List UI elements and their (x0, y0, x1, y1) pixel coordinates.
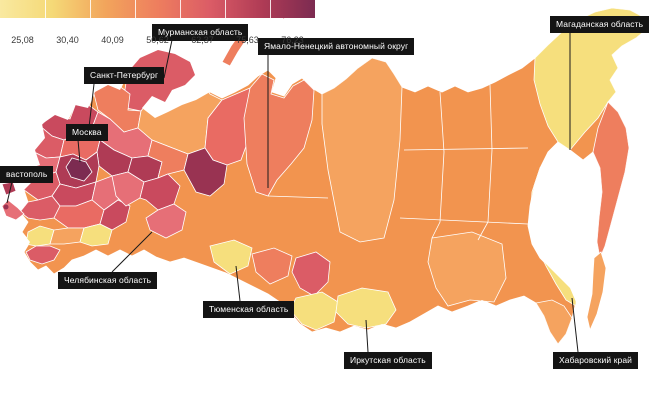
region-irkutsk[interactable] (335, 287, 397, 329)
legend-tick-mark (135, 0, 136, 18)
legend-tick-value: 62,37 (191, 35, 214, 45)
map-label-sevastopol: вастополь (0, 166, 54, 183)
region-kalmykia[interactable] (79, 223, 113, 247)
legend-tick-mark (90, 0, 91, 18)
leader-lines (6, 33, 579, 353)
region-tyumen[interactable] (209, 239, 253, 275)
legend-tick-value: 25,08 (11, 35, 34, 45)
leader-line-chelyabinsk (111, 231, 153, 273)
region-krasnodar[interactable] (49, 227, 85, 245)
leader-line-murmansk (163, 39, 173, 79)
region-caucasus[interactable] (25, 245, 61, 265)
island-sakhalin[interactable] (586, 251, 607, 332)
legend-tick-value: 40,09 (101, 35, 124, 45)
leader-line-sevastopol (6, 181, 13, 204)
leader-line-tyumen (235, 265, 241, 302)
region-sevastopol[interactable] (3, 204, 9, 210)
map-label-irkutsk: Иркутская область (344, 352, 432, 369)
map-label-chelyabinsk: Челябинская область (58, 272, 158, 289)
region-kaliningrad[interactable] (1, 181, 17, 196)
leader-line-khabarovsk (571, 297, 579, 353)
legend-tick-mark (270, 0, 271, 18)
legend-gradient-bar (0, 0, 315, 18)
legend-tick-value: 76,23 (281, 35, 304, 45)
leader-line-moscow (77, 139, 81, 163)
internal-borders (267, 84, 529, 241)
legend-tick-mark (45, 0, 46, 18)
map-label-yamalo-nenets: Ямало-Ненецкий автономный округ (258, 38, 415, 55)
region-kemerovo[interactable] (291, 251, 331, 297)
region-kamchatka[interactable] (592, 101, 630, 260)
legend-tick-value: 75,63 (236, 35, 259, 45)
region-omsk[interactable] (251, 247, 293, 285)
legend-tick-mark (180, 0, 181, 18)
region-belgorod-voronezh[interactable] (20, 195, 61, 221)
region-sverdlovsk[interactable] (183, 147, 228, 197)
map-label-tyumen: Тюменская область (203, 301, 295, 318)
region-yamalo-nenets[interactable] (243, 73, 315, 197)
map-label-murmansk: Мурманская область (152, 24, 249, 41)
legend-tick-labels: 25,08 30,40 40,09 50,62 62,37 75,63 76,2… (0, 35, 315, 45)
legend-tick-value: 30,40 (56, 35, 79, 45)
map-label-magadan: Магаданская область (550, 16, 650, 33)
region-chelyabinsk[interactable] (145, 203, 187, 239)
map-label-spb: Санкт-Петербург (84, 67, 165, 84)
map-label-khabarovsk: Хабаровский край (553, 352, 639, 369)
legend-tick-value: 50,62 (146, 35, 169, 45)
legend-tick-mark (225, 0, 226, 18)
leader-line-irkutsk (365, 319, 369, 353)
region-crimea[interactable] (1, 199, 25, 221)
map-label-moscow: Москва (66, 124, 108, 141)
region-moscow[interactable] (65, 157, 93, 182)
region-krasnoyarsk[interactable] (321, 57, 403, 243)
